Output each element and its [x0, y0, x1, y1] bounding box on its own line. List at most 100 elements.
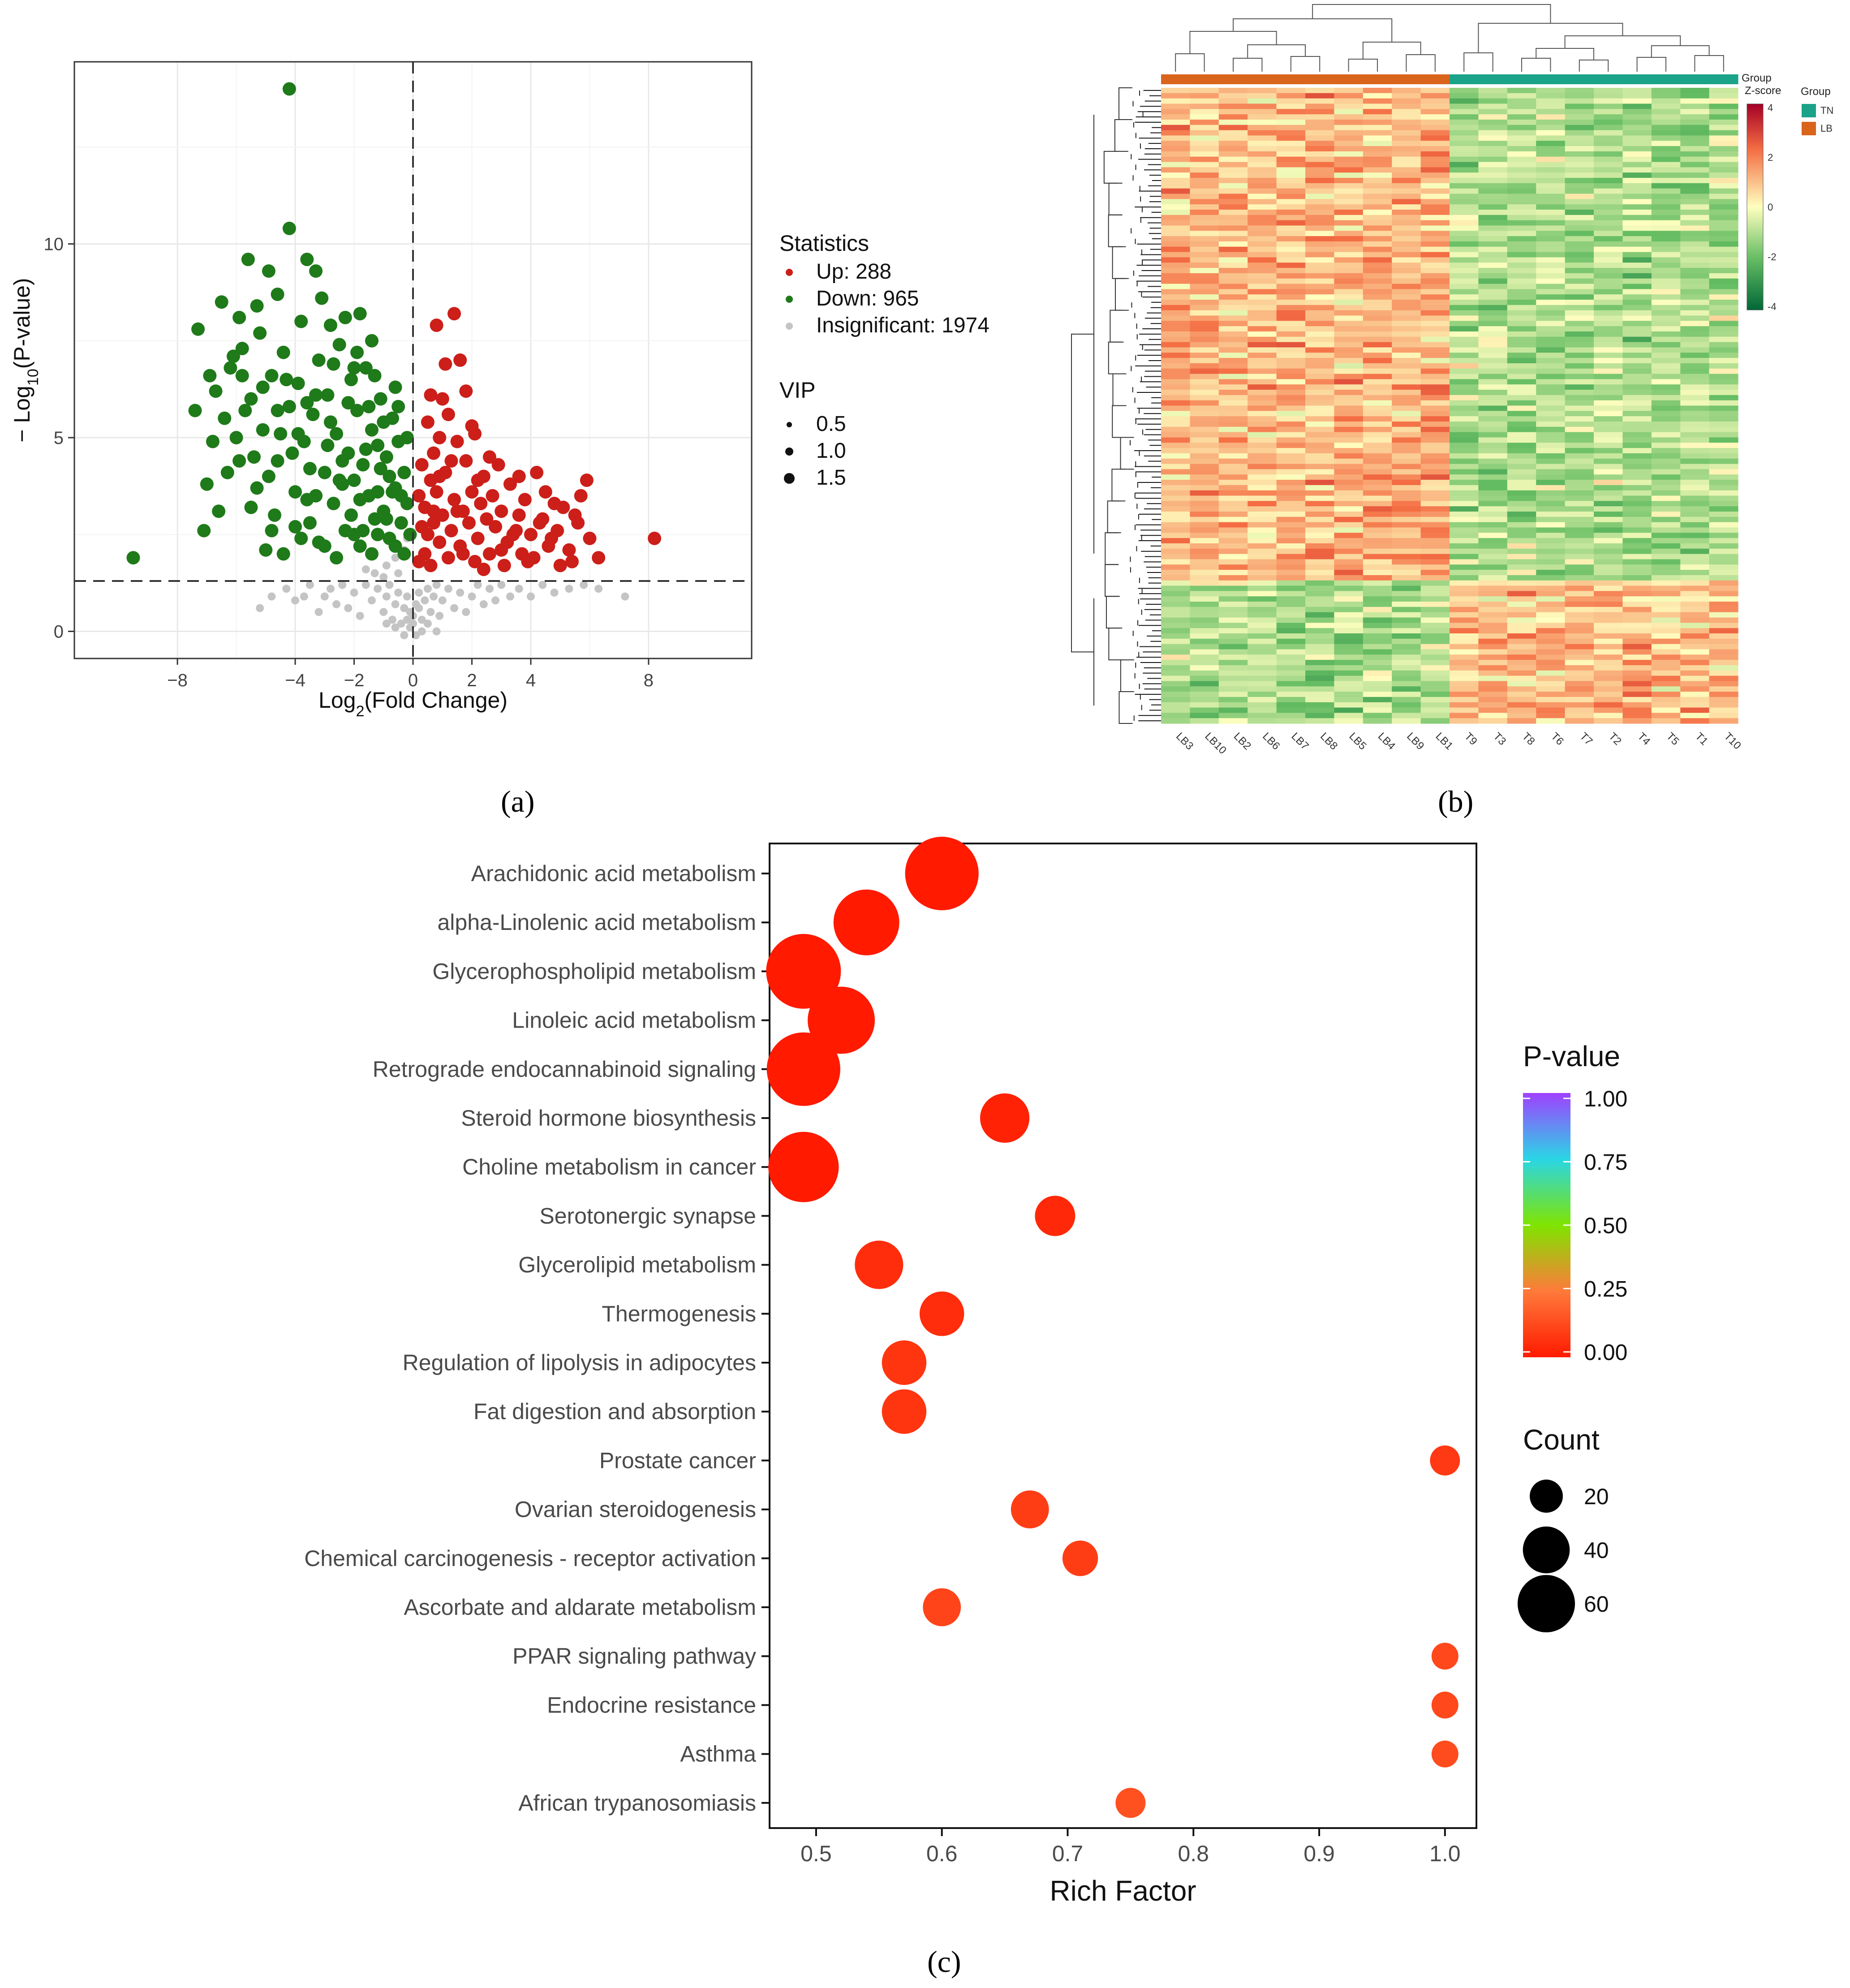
heatmap-cell	[1276, 384, 1306, 390]
heatmap-cell	[1334, 713, 1364, 719]
heatmap-cell	[1709, 522, 1738, 528]
heatmap-cell	[1305, 570, 1334, 576]
kegg-plot-border	[769, 843, 1477, 1829]
volcano-y-tick-label: 0	[54, 622, 64, 641]
heatmap-cell	[1594, 548, 1623, 555]
heatmap-cell	[1190, 602, 1219, 607]
volcano-point-up	[518, 493, 532, 507]
heatmap-cell	[1622, 395, 1652, 401]
heatmap-cell	[1478, 98, 1508, 104]
heatmap-cell	[1334, 453, 1364, 459]
heatmap-cell	[1218, 88, 1248, 94]
volcano-point-down	[350, 404, 364, 417]
heatmap-cell	[1709, 231, 1738, 237]
heatmap-cell	[1651, 633, 1681, 639]
heatmap-cell	[1507, 156, 1536, 163]
heatmap-cell	[1507, 358, 1536, 364]
heatmap-cell	[1651, 156, 1681, 163]
heatmap-cell	[1507, 225, 1536, 231]
heatmap-cell	[1594, 649, 1623, 655]
heatmap-cell	[1450, 146, 1479, 152]
heatmap-cell	[1709, 633, 1738, 639]
heatmap-cell	[1248, 464, 1277, 469]
volcano-point-down	[250, 299, 264, 313]
heatmap-cell	[1450, 395, 1479, 401]
heatmap-cell	[1218, 268, 1248, 274]
heatmap-cell	[1276, 495, 1306, 501]
heatmap-cell	[1507, 172, 1536, 178]
heatmap-cell	[1450, 670, 1479, 676]
heatmap-cell	[1248, 570, 1277, 576]
heatmap-cell	[1161, 564, 1190, 570]
heatmap-cell	[1218, 649, 1248, 655]
heatmap-cell	[1276, 538, 1306, 544]
heatmap-cell	[1478, 638, 1508, 645]
heatmap-cell	[1218, 570, 1248, 576]
heatmap-cell	[1363, 676, 1392, 681]
heatmap-cell	[1709, 374, 1738, 379]
heatmap-cell	[1276, 374, 1306, 379]
heatmap-cell	[1709, 432, 1738, 438]
volcano-x-tick-label: 8	[644, 671, 654, 690]
heatmap-cell	[1709, 315, 1738, 321]
heatmap-cell	[1305, 109, 1334, 115]
heatmap-cell	[1305, 284, 1334, 289]
heatmap-cell	[1161, 262, 1190, 268]
heatmap-cell	[1190, 448, 1219, 454]
heatmap-cell	[1248, 88, 1277, 94]
panel-label-c: (c)	[927, 1945, 961, 1979]
heatmap-cell	[1248, 585, 1277, 591]
heatmap-cell	[1507, 580, 1536, 586]
heatmap-cell	[1450, 172, 1479, 178]
heatmap-cell	[1161, 676, 1190, 681]
heatmap-cell	[1536, 718, 1566, 724]
volcano-point-insignificant	[344, 604, 353, 612]
heatmap-cell	[1651, 342, 1681, 348]
heatmap-cell	[1651, 390, 1681, 396]
heatmap-cell	[1218, 315, 1248, 321]
heatmap-cell	[1709, 368, 1738, 374]
heatmap-cell	[1478, 580, 1508, 586]
heatmap-cell	[1334, 554, 1364, 560]
column-dendrogram-branch	[1362, 42, 1421, 59]
pathway-label: Glycerolipid metabolism	[518, 1252, 756, 1278]
heatmap-cell	[1680, 443, 1710, 448]
heatmap-cell	[1392, 443, 1421, 448]
heatmap-cell	[1334, 209, 1364, 215]
heatmap-cell	[1420, 575, 1450, 581]
heatmap-cell	[1363, 252, 1392, 258]
volcano-point-down	[379, 512, 393, 526]
heatmap-cell	[1190, 702, 1219, 708]
heatmap-cell	[1190, 453, 1219, 459]
heatmap-cell	[1276, 241, 1306, 247]
heatmap-cell	[1305, 400, 1334, 406]
heatmap-cell	[1334, 125, 1364, 131]
heatmap-cell	[1248, 697, 1277, 703]
heatmap-cell	[1709, 358, 1738, 364]
heatmap-cell	[1594, 443, 1623, 448]
heatmap-cell	[1565, 516, 1594, 523]
heatmap-cell	[1565, 437, 1594, 443]
heatmap-cell	[1276, 284, 1306, 289]
volcano-point-down	[274, 427, 288, 441]
heatmap-cell	[1190, 278, 1219, 284]
heatmap-cell	[1363, 209, 1392, 215]
heatmap-cell	[1450, 665, 1479, 671]
heatmap-column-label: T10	[1722, 730, 1743, 752]
heatmap-cell	[1565, 654, 1594, 660]
heatmap-cell	[1478, 347, 1508, 353]
heatmap-cell	[1392, 617, 1421, 623]
volcano-point-down	[265, 524, 279, 538]
heatmap-cell	[1420, 474, 1450, 480]
heatmap-cell	[1334, 326, 1364, 332]
heatmap-cell	[1248, 278, 1277, 284]
heatmap-cell	[1305, 395, 1334, 401]
heatmap-cell	[1363, 130, 1392, 136]
heatmap-cell	[1305, 718, 1334, 724]
heatmap-cell	[1276, 135, 1306, 141]
heatmap-cell	[1218, 141, 1248, 146]
heatmap-cell	[1363, 480, 1392, 486]
heatmap-cell	[1594, 331, 1623, 337]
heatmap-cell	[1161, 665, 1190, 671]
heatmap-cell	[1334, 411, 1364, 417]
